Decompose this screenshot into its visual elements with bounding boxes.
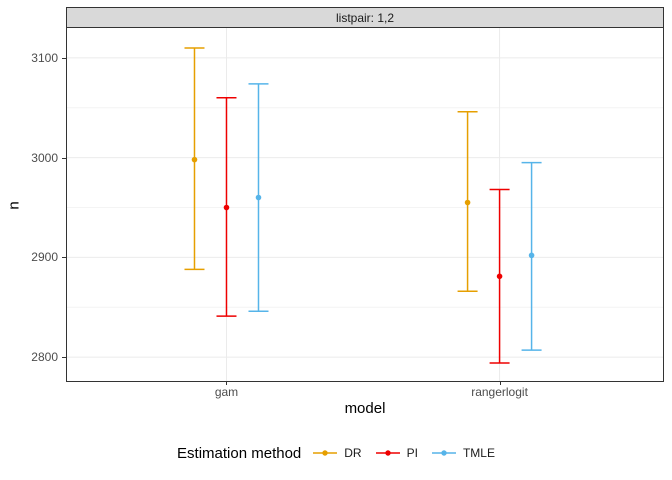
legend-key-icon (313, 450, 338, 456)
x-axis-title: model (344, 400, 386, 417)
x-tick-mark (226, 381, 228, 385)
legend-item-dr: DR (313, 446, 362, 460)
y-tick-label: 2900 (31, 250, 58, 265)
legend-title: Estimation method (177, 444, 302, 462)
legend-item-tmle: TMLE (431, 446, 495, 460)
legend-item-pi: PI (375, 446, 418, 460)
x-tick-mark (499, 381, 501, 385)
legend-key-icon (375, 450, 400, 456)
facet-strip: listpair: 1,2 (66, 7, 664, 28)
y-axis-title: n (5, 201, 23, 210)
y-tick-mark (62, 357, 66, 359)
x-tick-label: rangerlogit (471, 385, 528, 399)
legend-item-label: PI (406, 446, 418, 460)
legend-item-label: DR (344, 446, 362, 460)
y-tick-label: 3100 (31, 50, 58, 65)
legend-key-icon (431, 450, 456, 456)
y-tick-mark (62, 57, 66, 59)
y-tick-mark (62, 157, 66, 159)
legend: Estimation method DR PI TMLE (0, 441, 672, 465)
legend-item-label: TMLE (462, 446, 495, 460)
legend-items: DR PI TMLE (313, 446, 495, 460)
facet-strip-label: listpair: 1,2 (335, 10, 395, 25)
y-tick-mark (62, 257, 66, 259)
errorbar-chart (67, 28, 663, 381)
plot-panel (66, 27, 664, 382)
x-tick-label: gam (214, 385, 239, 399)
y-tick-label: 3000 (31, 150, 58, 165)
y-tick-label: 2800 (31, 350, 58, 365)
